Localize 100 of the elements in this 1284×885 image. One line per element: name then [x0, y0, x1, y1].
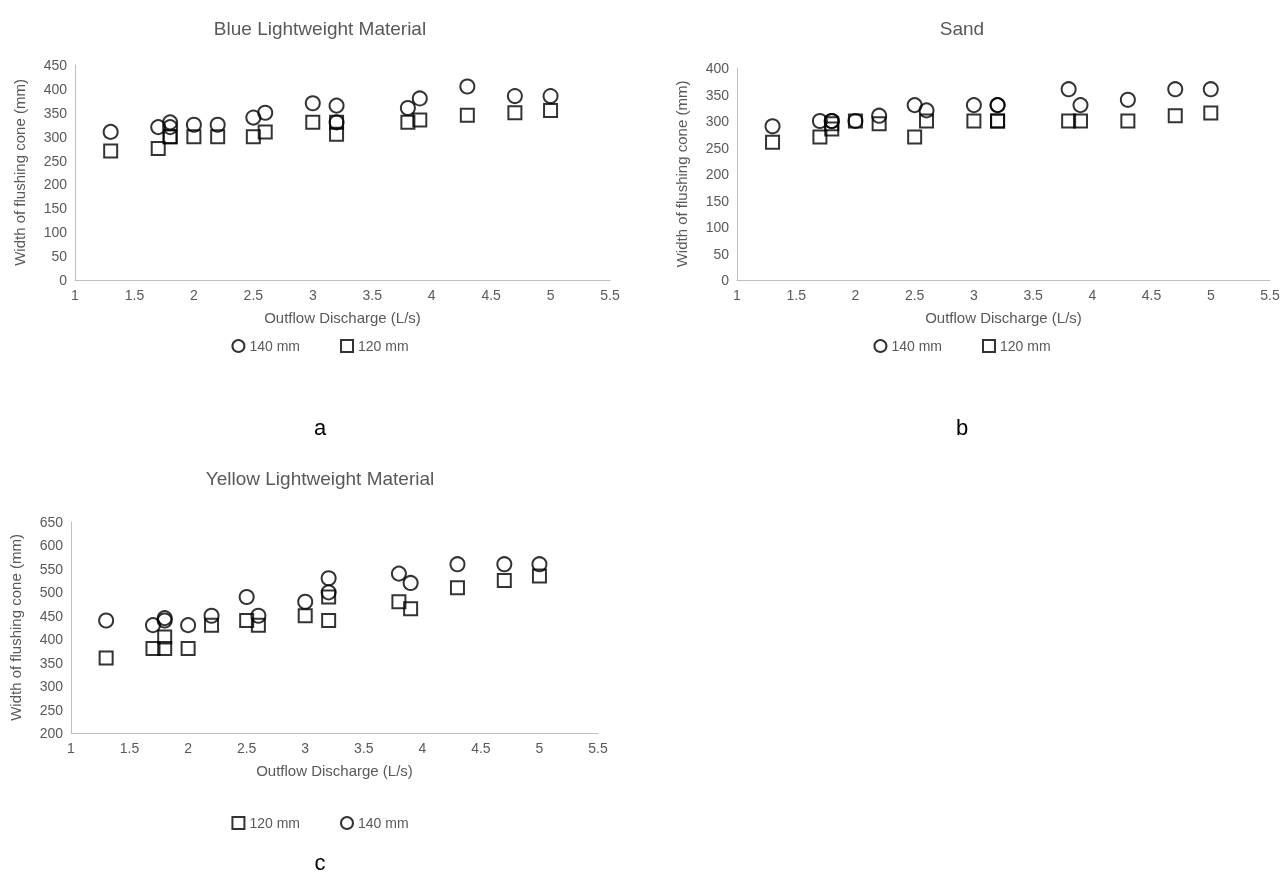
point — [907, 129, 923, 145]
y-tick-label: 50 — [51, 248, 68, 265]
point — [238, 589, 255, 606]
point — [98, 612, 115, 629]
chart-title: Sand — [939, 18, 985, 39]
legend-label: 120 mm — [1000, 338, 1051, 354]
point — [320, 570, 337, 587]
point — [1120, 113, 1136, 129]
point — [812, 129, 828, 145]
point — [906, 97, 923, 114]
x-tick-label: 1 — [67, 740, 76, 756]
point — [250, 617, 266, 633]
x-tick-label: 2 — [189, 287, 198, 303]
x-tick-label: 4 — [1088, 287, 1097, 303]
x-tick-label: 2.5 — [904, 287, 925, 303]
point — [449, 580, 465, 596]
x-tick-label: 3 — [301, 740, 310, 756]
y-tick-label: 300 — [39, 678, 64, 695]
x-tick-label: 4.5 — [481, 287, 502, 303]
point — [390, 565, 407, 582]
point — [402, 574, 419, 591]
point — [150, 119, 167, 136]
point — [102, 123, 119, 140]
point — [1061, 113, 1077, 129]
point — [1072, 113, 1088, 129]
point — [180, 641, 196, 657]
text: a — [313, 414, 327, 440]
x-tick-label: 2.5 — [236, 740, 257, 756]
point — [531, 568, 547, 584]
y-tick-label: 400 — [39, 631, 64, 648]
chart-title: Blue Lightweight Material — [213, 18, 427, 39]
x-tick-label: 3.5 — [1023, 287, 1044, 303]
point — [459, 78, 476, 95]
point — [1119, 91, 1136, 108]
point — [162, 114, 179, 131]
x-tick-label: 4.5 — [1141, 287, 1162, 303]
point — [399, 100, 416, 116]
point — [203, 607, 220, 624]
point — [321, 589, 337, 605]
y-tick-label: 0 — [59, 272, 68, 288]
point — [496, 556, 513, 573]
y-tick-label: 150 — [705, 192, 730, 209]
y-tick-label: 400 — [43, 80, 68, 97]
x-tick-label: 5 — [535, 740, 544, 756]
x-tick-label: 4 — [418, 740, 427, 756]
y-tick-label: 650 — [39, 514, 64, 530]
point — [162, 119, 179, 136]
legend-label: 140 mm — [249, 338, 301, 354]
y-tick-label: 300 — [705, 113, 730, 129]
point — [496, 573, 512, 589]
point — [449, 556, 466, 573]
point — [150, 141, 166, 157]
point — [1167, 108, 1183, 124]
y-tick-label: 0 — [721, 272, 730, 288]
point — [765, 134, 781, 150]
y-axis-title: Width of flushing cone (mm) — [7, 534, 24, 721]
point — [871, 116, 887, 132]
point — [145, 641, 161, 657]
x-tick-label: 4 — [427, 287, 436, 303]
point — [304, 95, 321, 112]
point — [209, 116, 226, 133]
y-tick-label: 50 — [713, 245, 730, 262]
legend-label: 140 mm — [358, 815, 409, 831]
point — [1072, 97, 1089, 114]
x-tick-label: 2 — [851, 287, 860, 303]
y-tick-label: 200 — [43, 176, 68, 193]
x-tick-label: 5.5 — [1260, 287, 1280, 303]
y-tick-label: 450 — [43, 57, 68, 73]
x-axis-title: Outflow Discharge (L/s) — [925, 309, 1082, 326]
point — [918, 102, 935, 119]
point — [297, 608, 313, 624]
point — [157, 629, 173, 645]
x-tick-label: 2 — [184, 740, 193, 756]
point — [305, 114, 321, 130]
point — [1060, 81, 1077, 98]
y-tick-label: 350 — [705, 86, 730, 103]
y-tick-label: 450 — [39, 607, 64, 624]
point — [459, 107, 475, 123]
point — [403, 601, 419, 617]
point — [257, 124, 273, 140]
point — [965, 97, 982, 114]
point — [297, 593, 314, 610]
x-axis-title: Outflow Discharge (L/s) — [264, 309, 421, 326]
point — [245, 109, 262, 126]
x-tick-label: 3.5 — [362, 287, 383, 303]
y-tick-label: 250 — [39, 701, 64, 718]
x-tick-label: 2.5 — [243, 287, 264, 303]
point — [157, 641, 173, 657]
x-tick-label: 5 — [1206, 287, 1215, 303]
y-tick-label: 600 — [39, 537, 64, 554]
chart-title: Yellow Lightweight Material — [205, 468, 435, 489]
y-tick-label: 200 — [39, 725, 64, 741]
x-axis-title: Outflow Discharge (L/s) — [256, 762, 413, 779]
point — [411, 90, 428, 107]
y-tick-label: 250 — [43, 152, 68, 169]
x-tick-label: 1 — [733, 287, 742, 303]
point — [321, 612, 337, 628]
y-axis-title: Width of flushing cone (mm) — [673, 80, 690, 268]
point — [1202, 81, 1219, 98]
x-tick-label: 4.5 — [471, 740, 491, 756]
